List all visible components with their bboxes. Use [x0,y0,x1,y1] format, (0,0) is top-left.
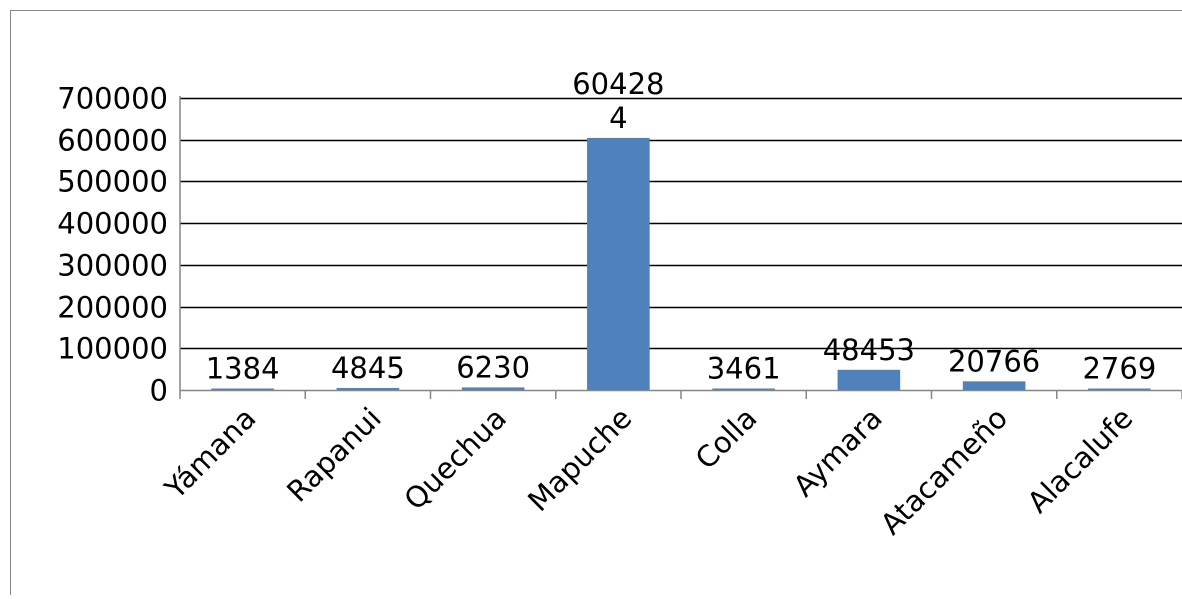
y-tick-label: 200000 [57,291,168,325]
x-tick-label: Colla [689,401,764,476]
y-tick-label: 700000 [57,82,168,116]
data-label: 3461 [707,352,781,386]
x-tick-label: Mapuche [521,401,638,518]
x-tick-label: Rapanui [280,401,388,509]
x-tick-label: Quechua [397,401,513,517]
x-tick-label: Aymara [786,401,888,503]
y-tick-label: 500000 [57,165,168,199]
data-label: 1384 [206,352,280,386]
data-label: 20766 [948,344,1040,378]
x-tick-label: Alacalufe [1021,401,1140,520]
y-tick-label: 400000 [57,207,168,241]
y-tick-labels: 0 100000 200000 300000 400000 500000 600000 700… [57,82,168,408]
bar [963,381,1026,390]
data-label: 2769 [1082,352,1156,386]
bar [838,370,901,390]
bar [587,138,650,390]
y-tick-label: 600000 [57,124,168,158]
data-label: 48453 [823,333,915,367]
data-label: 4845 [331,351,405,385]
x-tick-label: Atacameño [874,401,1014,541]
y-tick-label: 300000 [57,249,168,283]
x-tick-label: Yámana [157,401,262,506]
bar [462,387,525,390]
bar [337,388,400,390]
y-tick-label: 0 [150,374,168,408]
gridlines [180,99,1182,349]
data-label: 6230 [456,350,530,384]
y-tick-label: 100000 [57,332,168,366]
